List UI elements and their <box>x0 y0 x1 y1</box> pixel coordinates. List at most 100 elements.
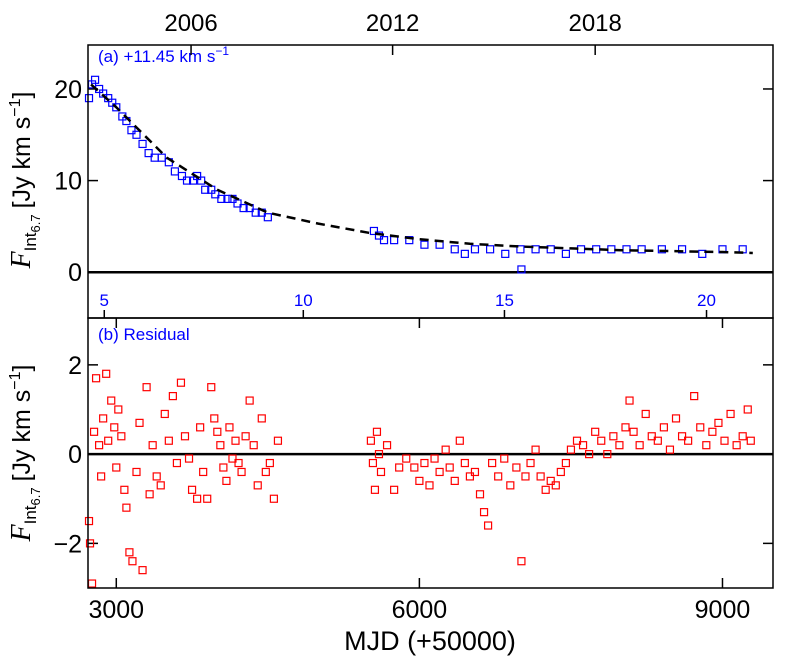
y-label-unit: [Jy km s <box>8 117 36 209</box>
data-point <box>607 245 616 254</box>
data-point <box>390 485 399 494</box>
y-axis-label: FInt6.7 [Jy km s−1] <box>6 92 43 270</box>
data-point <box>500 454 509 463</box>
x-tick-label: 6000 <box>392 596 448 624</box>
data-point <box>127 126 136 135</box>
data-point <box>231 436 240 445</box>
data-point <box>228 454 237 463</box>
data-point <box>245 396 254 405</box>
top-x-tick-label: 2012 <box>366 10 419 37</box>
data-point <box>182 176 192 185</box>
data-point <box>732 441 741 450</box>
data-point <box>210 414 219 423</box>
data-point <box>405 236 414 245</box>
data-point <box>746 436 755 445</box>
data-point <box>450 476 459 485</box>
data-point <box>234 458 243 468</box>
data-point <box>566 445 576 454</box>
data-point <box>89 427 99 436</box>
data-point <box>460 249 469 258</box>
data-point <box>450 245 459 254</box>
data-point <box>128 557 137 566</box>
y-label-unit: [Jy km s <box>8 390 36 482</box>
data-point <box>622 245 631 254</box>
data-point <box>698 249 707 258</box>
data-point <box>90 75 100 84</box>
inner-x-tick-label: 15 <box>495 291 514 310</box>
data-point <box>211 190 220 199</box>
data-point <box>390 236 399 245</box>
data-point <box>641 409 650 419</box>
inner-x-tick-label: 5 <box>100 291 109 310</box>
data-point <box>536 472 545 481</box>
data-point <box>263 213 272 222</box>
data-point <box>561 458 570 468</box>
data-point <box>415 476 424 485</box>
data-point <box>657 245 666 254</box>
data-point <box>112 103 121 112</box>
plot-frame <box>87 317 774 589</box>
data-point <box>382 441 392 450</box>
data-point <box>410 463 419 472</box>
data-point <box>170 167 179 176</box>
data-point <box>445 463 454 472</box>
data-point <box>597 436 606 445</box>
data-point <box>609 432 618 441</box>
data-point <box>494 472 503 481</box>
data-point <box>138 139 147 149</box>
data-point <box>696 423 705 432</box>
data-point <box>125 548 134 557</box>
data-point <box>576 245 586 254</box>
y-tick-label: −2 <box>53 530 82 558</box>
data-point <box>517 265 526 274</box>
data-point <box>201 185 210 194</box>
data-point <box>501 249 510 258</box>
data-point <box>84 516 94 526</box>
data-point <box>526 458 535 468</box>
y-label-subsub: 6.7 <box>28 487 43 505</box>
data-point <box>148 441 157 450</box>
data-point <box>213 427 222 436</box>
x-tick-label: 9000 <box>695 596 751 624</box>
x-tick-label: 3000 <box>88 596 144 624</box>
data-point <box>222 476 231 485</box>
data-point <box>168 391 177 401</box>
data-point <box>625 396 634 405</box>
data-point <box>488 458 497 468</box>
data-point <box>217 194 226 204</box>
data-point <box>219 463 228 472</box>
data-point <box>152 472 161 481</box>
y-tick-label: 20 <box>54 76 82 104</box>
data-point <box>486 245 495 254</box>
data-point <box>561 249 570 258</box>
data-point <box>368 458 378 468</box>
data-point <box>184 454 194 463</box>
data-point <box>629 427 638 436</box>
inner-x-tick-label: 10 <box>294 291 313 310</box>
data-point <box>708 427 717 436</box>
data-point <box>420 458 429 468</box>
data-point <box>261 467 270 477</box>
data-point <box>138 566 147 575</box>
data-point <box>647 432 656 441</box>
data-point <box>117 432 126 441</box>
data-point <box>546 245 555 254</box>
data-point <box>541 485 550 494</box>
data-point <box>531 445 540 454</box>
panel-title: (b) Residual <box>98 325 190 344</box>
data-point <box>225 423 234 432</box>
data-point <box>369 226 379 236</box>
data-point <box>592 245 601 254</box>
data-point <box>637 245 646 254</box>
y-label-end: ] <box>8 365 36 372</box>
data-point <box>199 467 208 477</box>
data-point <box>104 436 113 445</box>
data-point <box>671 414 681 423</box>
data-point <box>273 436 283 445</box>
data-point <box>653 436 662 445</box>
data-point <box>665 445 675 454</box>
data-point <box>556 467 565 477</box>
data-point <box>269 494 278 503</box>
data-point <box>135 418 144 427</box>
y-label-end: ] <box>8 92 36 99</box>
